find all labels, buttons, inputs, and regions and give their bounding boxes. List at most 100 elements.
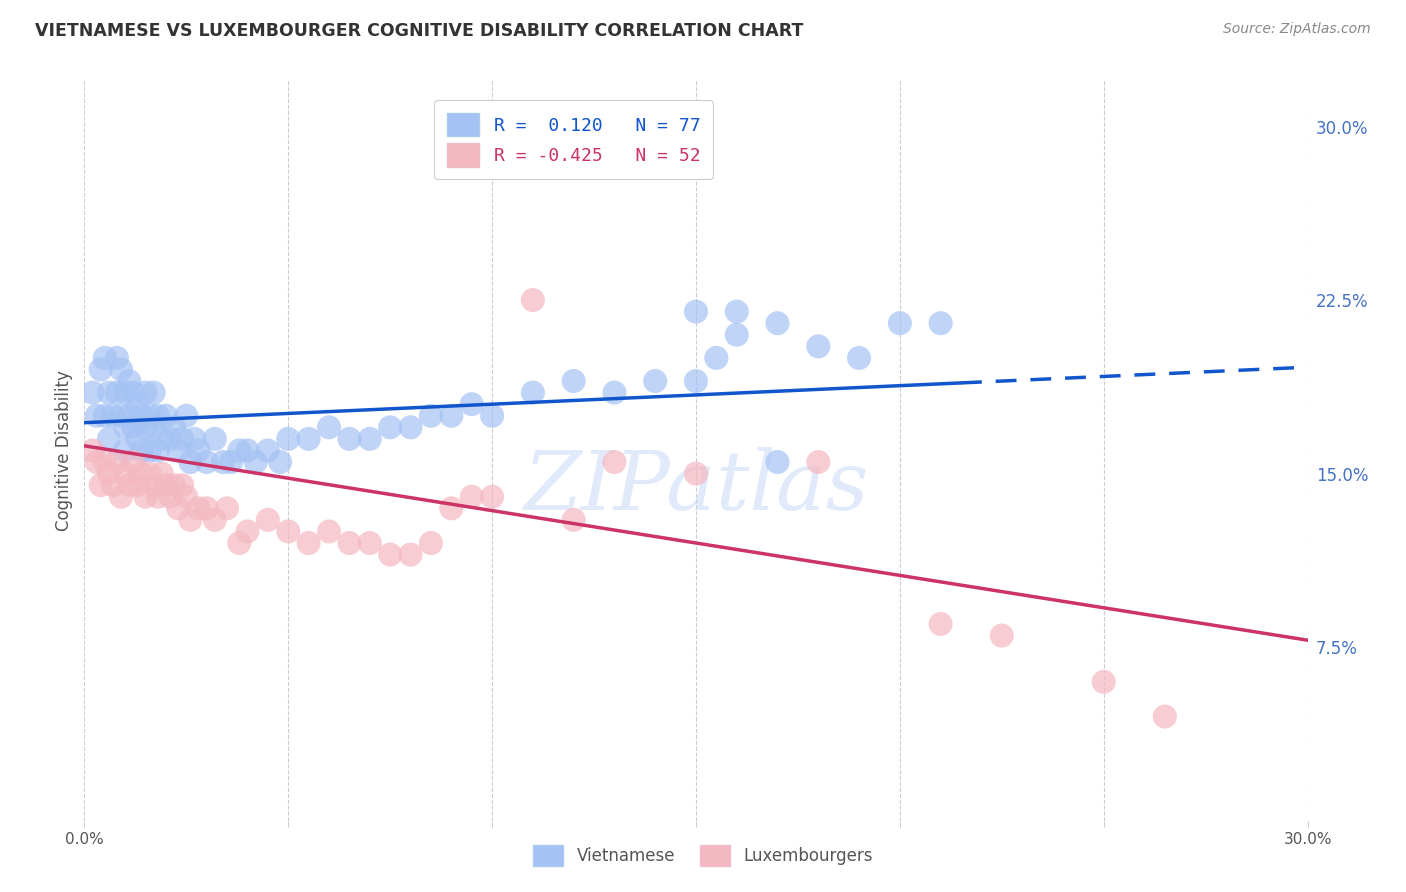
Text: VIETNAMESE VS LUXEMBOURGER COGNITIVE DISABILITY CORRELATION CHART: VIETNAMESE VS LUXEMBOURGER COGNITIVE DIS… bbox=[35, 22, 803, 40]
Point bbox=[219, 455, 242, 469]
Point bbox=[114, 385, 136, 400]
Point bbox=[172, 432, 194, 446]
Point bbox=[318, 524, 340, 539]
Point bbox=[685, 374, 707, 388]
Point bbox=[86, 409, 108, 423]
Point bbox=[461, 490, 484, 504]
Point bbox=[118, 374, 141, 388]
Point bbox=[90, 478, 112, 492]
Point bbox=[105, 385, 128, 400]
Point bbox=[339, 432, 361, 446]
Point bbox=[318, 420, 340, 434]
Point bbox=[142, 420, 165, 434]
Point bbox=[991, 628, 1014, 642]
Point bbox=[118, 409, 141, 423]
Point bbox=[110, 490, 132, 504]
Point bbox=[187, 501, 209, 516]
Point bbox=[929, 617, 952, 632]
Point bbox=[298, 536, 321, 550]
Point bbox=[127, 397, 149, 411]
Point bbox=[420, 409, 443, 423]
Point bbox=[217, 501, 239, 516]
Point bbox=[269, 455, 291, 469]
Point bbox=[339, 536, 361, 550]
Point bbox=[183, 432, 205, 446]
Point bbox=[97, 385, 120, 400]
Point bbox=[187, 443, 209, 458]
Point bbox=[685, 304, 707, 318]
Point bbox=[167, 501, 190, 516]
Point bbox=[93, 455, 115, 469]
Point bbox=[562, 513, 585, 527]
Point bbox=[204, 513, 226, 527]
Point bbox=[725, 327, 748, 342]
Point bbox=[399, 420, 422, 434]
Point bbox=[245, 455, 267, 469]
Point bbox=[118, 478, 141, 492]
Point bbox=[228, 536, 250, 550]
Text: Source: ZipAtlas.com: Source: ZipAtlas.com bbox=[1223, 22, 1371, 37]
Point bbox=[82, 385, 104, 400]
Point bbox=[172, 478, 194, 492]
Point bbox=[138, 443, 160, 458]
Point bbox=[93, 409, 115, 423]
Point bbox=[131, 467, 153, 481]
Legend: R =  0.120   N = 77, R = -0.425   N = 52: R = 0.120 N = 77, R = -0.425 N = 52 bbox=[434, 101, 713, 179]
Point bbox=[174, 490, 197, 504]
Point bbox=[127, 478, 149, 492]
Point bbox=[277, 524, 299, 539]
Point bbox=[163, 420, 186, 434]
Point bbox=[122, 455, 145, 469]
Point bbox=[603, 455, 626, 469]
Point bbox=[110, 409, 132, 423]
Point bbox=[236, 443, 259, 458]
Point bbox=[298, 432, 321, 446]
Point bbox=[101, 409, 124, 423]
Point bbox=[848, 351, 870, 365]
Point bbox=[146, 490, 169, 504]
Point bbox=[277, 432, 299, 446]
Text: ZIPatlas: ZIPatlas bbox=[523, 448, 869, 527]
Point bbox=[122, 420, 145, 434]
Point bbox=[142, 385, 165, 400]
Point bbox=[155, 478, 177, 492]
Point bbox=[665, 143, 688, 157]
Point bbox=[380, 420, 402, 434]
Point bbox=[97, 432, 120, 446]
Point bbox=[114, 467, 136, 481]
Point bbox=[146, 409, 169, 423]
Point bbox=[155, 409, 177, 423]
Point bbox=[1092, 674, 1115, 689]
Point bbox=[1154, 709, 1177, 723]
Point bbox=[135, 490, 157, 504]
Point bbox=[82, 443, 104, 458]
Point bbox=[212, 455, 235, 469]
Legend: Vietnamese, Luxembourgers: Vietnamese, Luxembourgers bbox=[524, 837, 882, 875]
Point bbox=[522, 385, 544, 400]
Point bbox=[93, 351, 115, 365]
Point bbox=[90, 362, 112, 376]
Point bbox=[174, 409, 197, 423]
Point bbox=[359, 432, 381, 446]
Point bbox=[204, 432, 226, 446]
Point bbox=[644, 374, 666, 388]
Point bbox=[135, 385, 157, 400]
Point bbox=[889, 316, 911, 330]
Point bbox=[150, 467, 173, 481]
Point bbox=[257, 443, 280, 458]
Point bbox=[114, 420, 136, 434]
Point bbox=[131, 443, 153, 458]
Point bbox=[179, 455, 201, 469]
Point bbox=[179, 513, 201, 527]
Point bbox=[167, 443, 190, 458]
Point bbox=[138, 467, 160, 481]
Point bbox=[146, 443, 169, 458]
Point bbox=[522, 293, 544, 307]
Point bbox=[420, 536, 443, 550]
Point bbox=[105, 351, 128, 365]
Point bbox=[461, 397, 484, 411]
Point bbox=[138, 409, 160, 423]
Point bbox=[481, 409, 503, 423]
Point bbox=[236, 524, 259, 539]
Point bbox=[228, 443, 250, 458]
